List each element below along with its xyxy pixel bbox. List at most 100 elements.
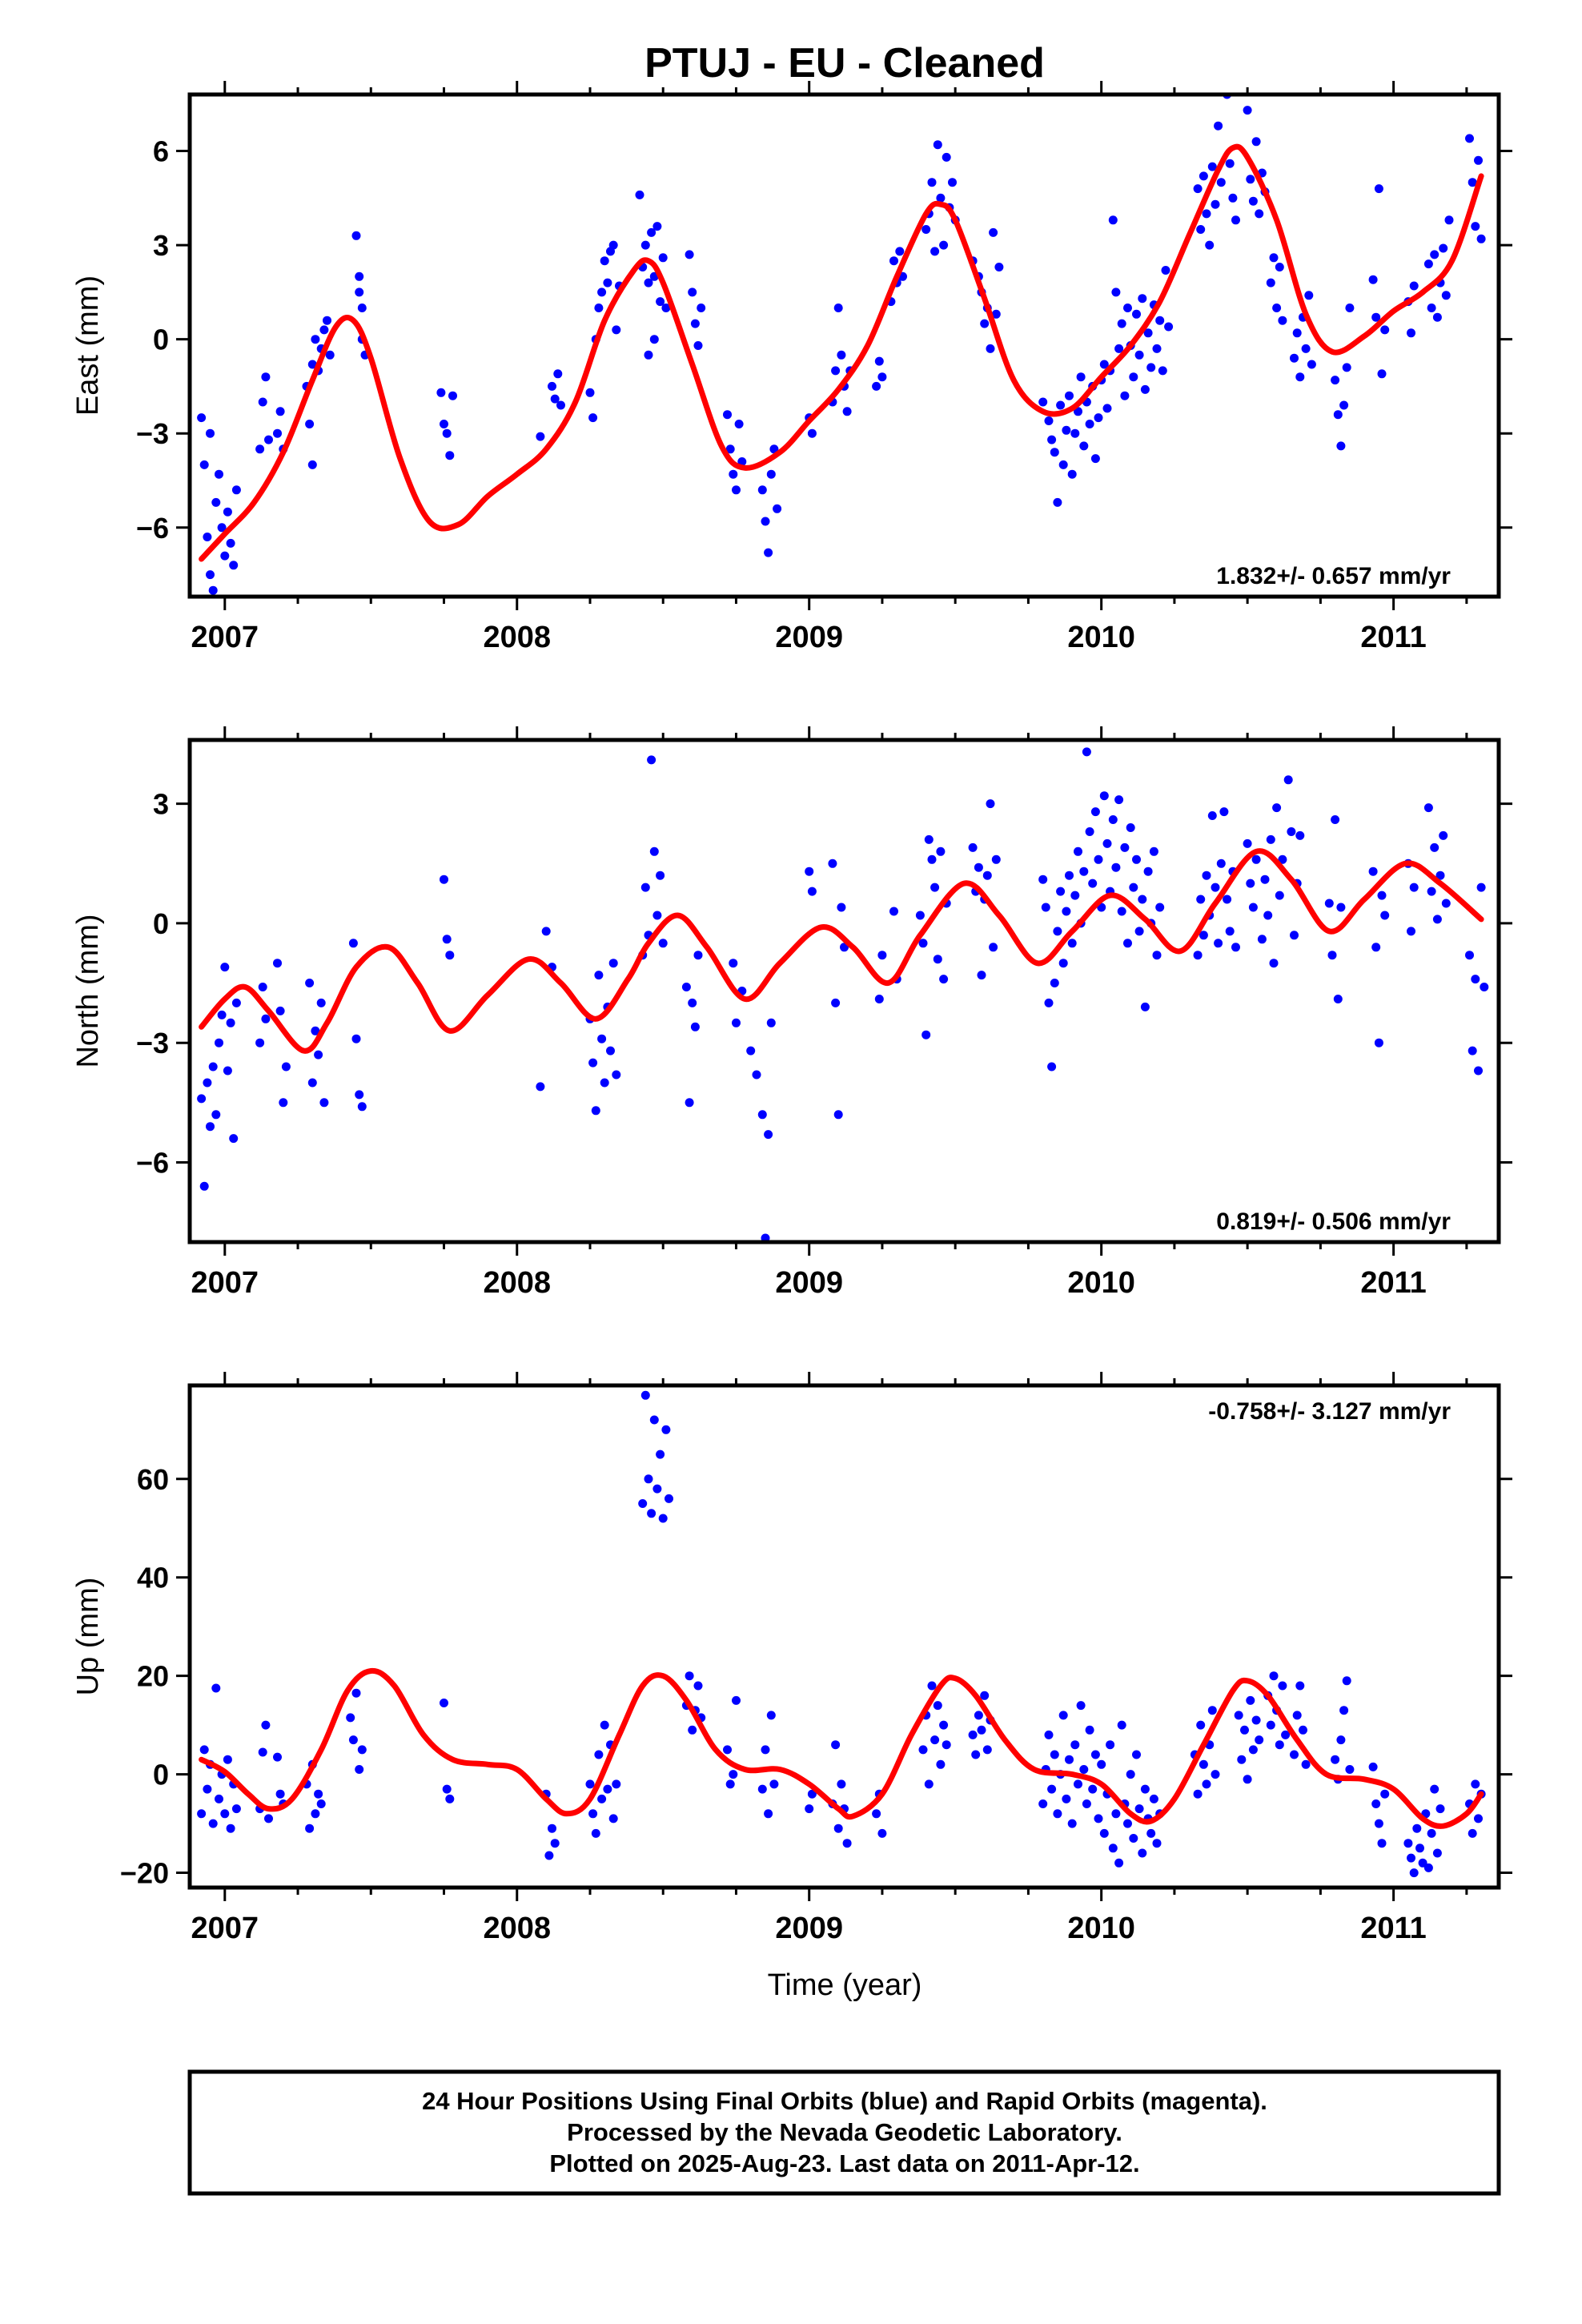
data-point (1368, 275, 1378, 284)
data-point (1067, 1819, 1077, 1828)
data-point (1444, 215, 1454, 225)
data-point (1380, 911, 1390, 920)
data-point (311, 1809, 320, 1819)
data-point (1067, 469, 1077, 479)
data-point (351, 1034, 361, 1043)
data-point (585, 1779, 595, 1789)
data-point (764, 1130, 773, 1140)
data-point (647, 227, 656, 237)
data-point (766, 1018, 776, 1027)
data-point (612, 1779, 621, 1789)
data-point (1211, 1770, 1220, 1779)
data-point (229, 1134, 239, 1144)
data-point (261, 372, 271, 382)
data-point (1152, 951, 1162, 960)
data-point (1324, 899, 1334, 908)
data-point (1038, 1799, 1048, 1808)
data-point (640, 883, 650, 892)
data-point (220, 551, 230, 561)
data-point (948, 178, 957, 187)
data-point (264, 1814, 273, 1823)
data-point (1129, 883, 1138, 892)
up-rate-label: -0.758+/- 3.127 mm/yr (1208, 1398, 1451, 1425)
data-point (688, 998, 697, 1007)
x-tick-label: 2007 (191, 1266, 259, 1300)
data-point (311, 1026, 320, 1035)
data-point (693, 951, 703, 960)
data-point (351, 1688, 361, 1698)
data-point (1082, 747, 1091, 757)
data-point (1143, 328, 1153, 338)
data-point (761, 517, 770, 526)
data-point (1094, 413, 1103, 423)
data-point (226, 1018, 235, 1027)
data-point (1269, 959, 1279, 968)
data-point (1058, 1711, 1068, 1720)
data-point (1430, 250, 1439, 259)
data-point (273, 428, 282, 438)
data-point (991, 854, 1001, 864)
data-point (1202, 209, 1211, 219)
data-point (723, 410, 732, 420)
data-point (1278, 316, 1287, 325)
data-point (1090, 454, 1100, 464)
data-point (681, 983, 691, 991)
data-point (1138, 294, 1147, 304)
y-tick-label: 20 (137, 1660, 169, 1693)
data-point (1331, 815, 1340, 824)
data-point (977, 971, 986, 980)
data-point (647, 755, 656, 765)
data-point (872, 1809, 881, 1819)
data-point (1123, 939, 1132, 948)
data-point (1345, 304, 1355, 312)
data-point (1246, 175, 1255, 184)
y-tick-label: −3 (136, 1027, 169, 1059)
data-point (1114, 344, 1124, 353)
data-point (1345, 1765, 1355, 1774)
data-point (685, 1671, 694, 1681)
data-point (1202, 1779, 1211, 1789)
data-point (1155, 903, 1165, 912)
east-plot-frame (187, 92, 1501, 599)
data-point (445, 1794, 455, 1803)
data-point (1199, 931, 1208, 940)
data-point (1423, 259, 1433, 269)
data-point (685, 1098, 694, 1108)
data-point (1432, 1848, 1442, 1858)
data-point (980, 1691, 990, 1700)
north-model-fit-line (199, 848, 1484, 1054)
data-point (647, 1509, 656, 1518)
data-point (1427, 1828, 1436, 1838)
data-point (665, 1494, 673, 1503)
data-point (831, 998, 841, 1007)
east-points (197, 94, 1486, 595)
data-point (1149, 846, 1158, 856)
data-point (1117, 319, 1126, 328)
data-point (1050, 448, 1059, 457)
data-point (872, 381, 881, 391)
footer-line-1: 24 Hour Positions Using Final Orbits (bl… (422, 2087, 1267, 2115)
data-point (1243, 106, 1252, 115)
data-point (223, 1066, 232, 1076)
data-point (1140, 1784, 1150, 1794)
data-point (1427, 887, 1436, 896)
data-point (597, 1034, 607, 1043)
data-point (1111, 287, 1121, 297)
data-point (594, 971, 604, 980)
data-point (1196, 1720, 1206, 1730)
y-tick-label: 3 (153, 229, 169, 262)
data-point (737, 457, 747, 466)
data-point (936, 846, 946, 856)
data-point (544, 1851, 554, 1860)
data-point (1090, 807, 1100, 817)
data-point (640, 1390, 650, 1400)
data-point (635, 190, 644, 199)
data-point (1474, 155, 1483, 165)
data-point (1371, 312, 1381, 322)
data-point (895, 247, 905, 256)
data-point (1336, 903, 1346, 912)
data-point (994, 263, 1004, 271)
y-tick-label: 0 (153, 907, 169, 940)
data-point (1409, 1868, 1419, 1878)
